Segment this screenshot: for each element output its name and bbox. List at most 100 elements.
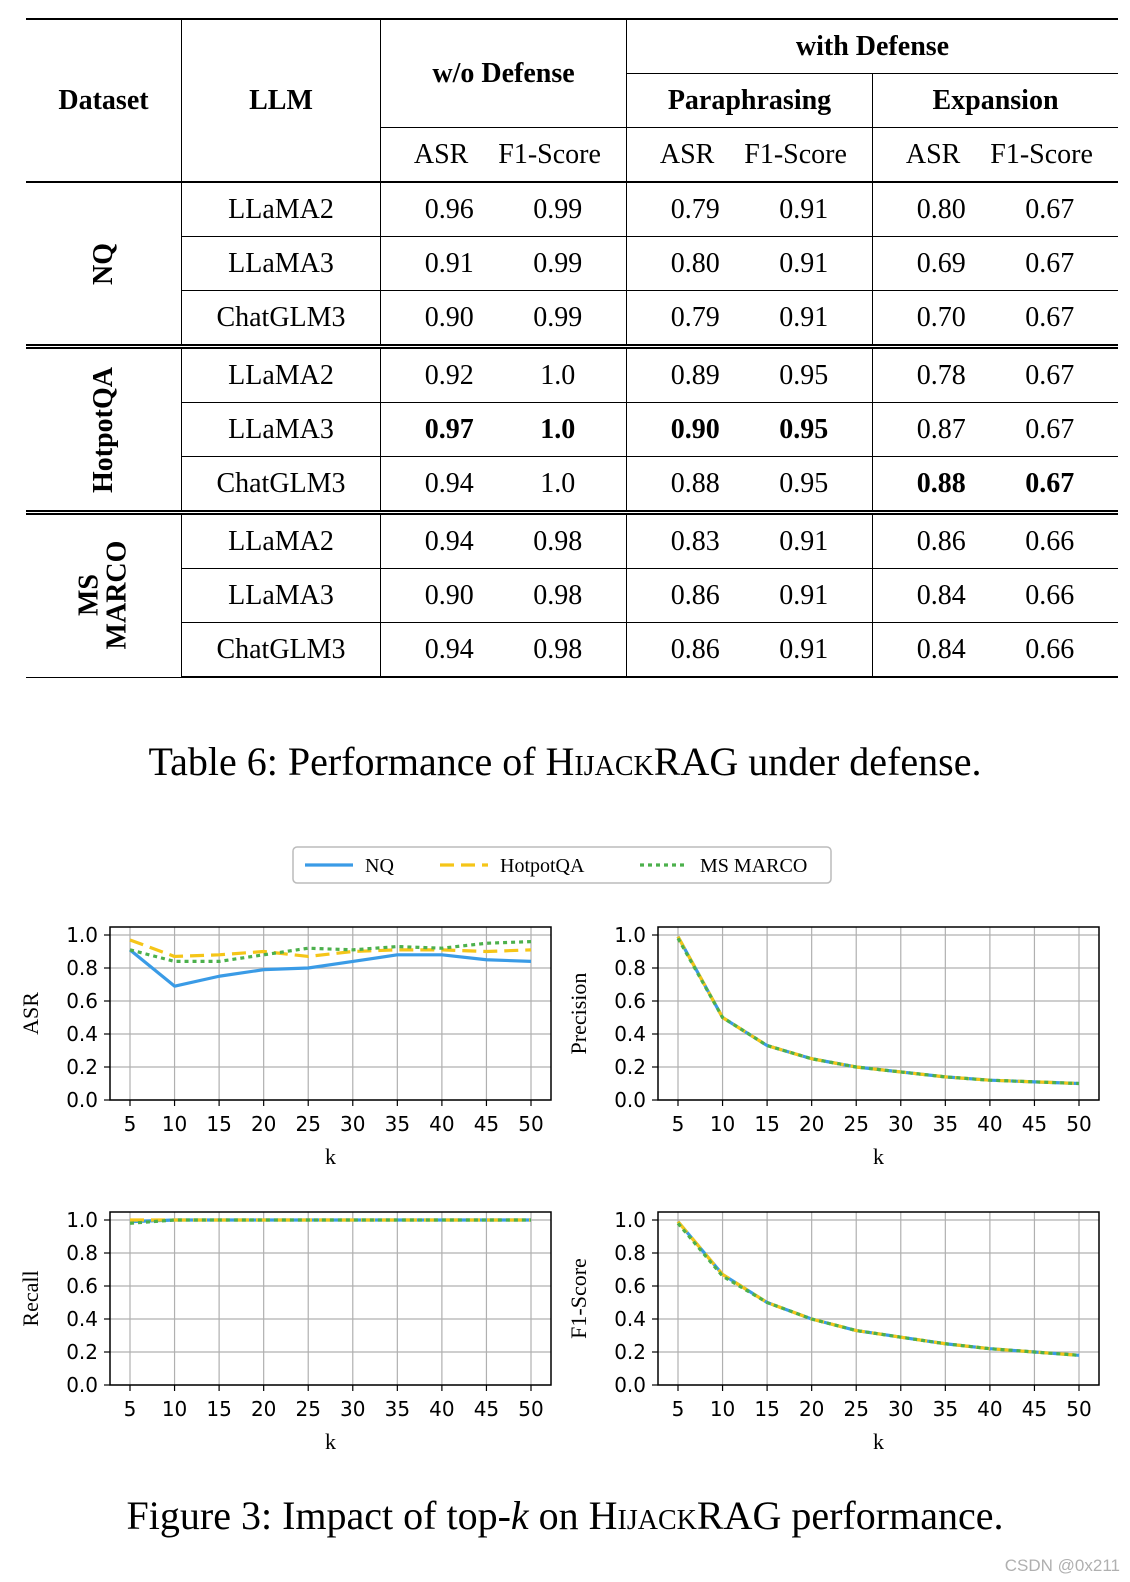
value-cell: 0.86 0.91 (627, 623, 873, 678)
y-tick-label: 0.6 (66, 1274, 98, 1298)
x-tick-label: 45 (1022, 1112, 1047, 1136)
y-tick-label: 0.2 (66, 1055, 98, 1079)
value-cell: 0.94 0.98 (381, 513, 627, 569)
value-cell: 0.83 0.91 (627, 513, 873, 569)
x-tick-label: 40 (429, 1112, 454, 1136)
x-tick-label: 30 (888, 1112, 913, 1136)
llm-cell: LLaMA2 (182, 182, 381, 237)
y-tick-label: 0.0 (66, 1373, 98, 1397)
value-cell: 0.97 1.0 (381, 403, 627, 457)
value-cell: 0.79 0.91 (627, 182, 873, 237)
y-tick-label: 0.0 (614, 1373, 646, 1397)
x-tick-label: 30 (340, 1112, 365, 1136)
subheader-wo: ASR F1-Score (381, 128, 627, 183)
x-axis-label: k (325, 1144, 336, 1169)
table-row: LLaMA3 0.91 0.99 0.80 0.91 0.69 0.67 (26, 237, 1118, 291)
figure-3: NQ HotpotQA MS MARCO 5 10 15 20 25 30 35 40 45 50 0.0… (0, 835, 1130, 1475)
llm-cell: LLaMA3 (182, 569, 381, 623)
x-tick-label: 50 (518, 1397, 543, 1421)
x-tick-label: 50 (1066, 1112, 1091, 1136)
x-axis-label: k (325, 1429, 336, 1454)
x-tick-label: 25 (843, 1397, 868, 1421)
x-tick-label: 45 (474, 1397, 499, 1421)
table-row: MS MARCO LLaMA2 0.94 0.98 0.83 0.91 0.86 0.66 (26, 513, 1118, 569)
y-tick-label: 1.0 (614, 923, 646, 947)
legend-label: NQ (365, 855, 394, 877)
x-tick-label: 35 (933, 1397, 958, 1421)
x-tick-label: 20 (799, 1112, 824, 1136)
y-tick-label: 1.0 (614, 1208, 646, 1232)
value-cell: 0.94 1.0 (381, 457, 627, 513)
y-tick-label: 1.0 (66, 1208, 98, 1232)
value-cell: 0.94 0.98 (381, 623, 627, 678)
header-with-defense: with Defense (627, 19, 1119, 74)
plot-frame (110, 1212, 551, 1385)
x-tick-label: 15 (754, 1112, 779, 1136)
value-cell: 0.79 0.91 (627, 291, 873, 347)
results-table: Dataset LLM w/o Defense with Defense Par… (26, 18, 1118, 678)
llm-cell: LLaMA3 (182, 403, 381, 457)
value-cell: 0.90 0.99 (381, 291, 627, 347)
x-tick-label: 30 (340, 1397, 365, 1421)
x-tick-label: 30 (888, 1397, 913, 1421)
value-cell: 0.96 0.99 (381, 182, 627, 237)
table-row: ChatGLM3 0.94 0.98 0.86 0.91 0.84 0.66 (26, 623, 1118, 678)
y-tick-label: 0.8 (614, 1241, 646, 1265)
table-row: LLaMA3 0.97 1.0 0.90 0.95 0.87 0.67 (26, 403, 1118, 457)
x-tick-label: 15 (206, 1397, 231, 1421)
value-cell: 0.69 0.67 (873, 237, 1119, 291)
x-tick-label: 45 (474, 1112, 499, 1136)
x-tick-label: 10 (162, 1112, 187, 1136)
x-tick-label: 40 (977, 1112, 1002, 1136)
value-cell: 0.84 0.66 (873, 569, 1119, 623)
x-tick-label: 20 (251, 1112, 276, 1136)
plot-frame (658, 1212, 1099, 1385)
table-caption: Table 6: Performance of HijackRAG under … (0, 738, 1130, 785)
header-paraphrasing: Paraphrasing (627, 74, 873, 128)
value-cell: 0.86 0.91 (627, 569, 873, 623)
y-tick-label: 1.0 (66, 923, 98, 947)
value-cell: 0.84 0.66 (873, 623, 1119, 678)
llm-cell: ChatGLM3 (182, 291, 381, 347)
y-tick-label: 0.2 (614, 1340, 646, 1364)
x-tick-label: 45 (1022, 1397, 1047, 1421)
x-tick-label: 5 (672, 1397, 685, 1421)
subheader-para: ASR F1-Score (627, 128, 873, 183)
dataset-cell: NQ (26, 182, 182, 347)
x-axis-label: k (873, 1144, 884, 1169)
value-cell: 0.90 0.95 (627, 403, 873, 457)
value-cell: 0.70 0.67 (873, 291, 1119, 347)
x-tick-label: 35 (385, 1112, 410, 1136)
subheader-exp: ASR F1-Score (873, 128, 1119, 183)
table-row: NQ LLaMA2 0.96 0.99 0.79 0.91 0.80 0.67 (26, 182, 1118, 237)
x-tick-label: 50 (518, 1112, 543, 1136)
value-cell: 0.92 1.0 (381, 347, 627, 403)
value-cell: 0.90 0.98 (381, 569, 627, 623)
header-wo-defense: w/o Defense (381, 19, 627, 128)
y-axis-label: Precision (566, 973, 591, 1055)
x-tick-label: 25 (843, 1112, 868, 1136)
x-tick-label: 35 (933, 1112, 958, 1136)
table-row: LLaMA3 0.90 0.98 0.86 0.91 0.84 0.66 (26, 569, 1118, 623)
y-tick-label: 0.4 (66, 1307, 98, 1331)
y-axis-label: ASR (18, 992, 43, 1035)
y-tick-label: 0.8 (66, 956, 98, 980)
y-axis-label: Recall (18, 1270, 43, 1326)
x-tick-label: 5 (124, 1397, 137, 1421)
figure-caption: Figure 3: Impact of top-k on HijackRAG p… (0, 1492, 1130, 1539)
table-row: ChatGLM3 0.94 1.0 0.88 0.95 0.88 0.67 (26, 457, 1118, 513)
llm-cell: ChatGLM3 (182, 457, 381, 513)
y-tick-label: 0.4 (614, 1307, 646, 1331)
value-cell: 0.80 0.91 (627, 237, 873, 291)
x-tick-label: 35 (385, 1397, 410, 1421)
table-row: ChatGLM3 0.90 0.99 0.79 0.91 0.70 0.67 (26, 291, 1118, 347)
x-tick-label: 15 (754, 1397, 779, 1421)
header-dataset: Dataset (26, 19, 182, 182)
x-tick-label: 10 (710, 1397, 735, 1421)
llm-cell: LLaMA2 (182, 513, 381, 569)
x-tick-label: 5 (672, 1112, 685, 1136)
y-tick-label: 0.6 (66, 989, 98, 1013)
watermark: CSDN @0x211 (1005, 1556, 1120, 1576)
y-tick-label: 0.4 (66, 1022, 98, 1046)
x-tick-label: 15 (206, 1112, 231, 1136)
